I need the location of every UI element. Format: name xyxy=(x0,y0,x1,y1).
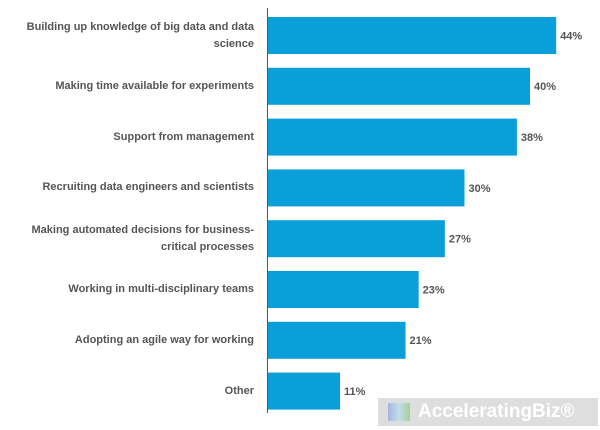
category-label: Adopting an agile way for working xyxy=(74,333,254,346)
bar xyxy=(268,321,406,359)
watermark-text: AcceleratingBiz® xyxy=(418,401,575,422)
category-label: Recruiting data engineers and scientists xyxy=(42,181,254,194)
category-label: Support from management xyxy=(113,130,254,143)
category-label: Making time available for experiments xyxy=(55,79,254,92)
value-label: 11% xyxy=(344,386,366,398)
bar xyxy=(268,220,445,258)
bar xyxy=(268,271,419,308)
bar xyxy=(268,118,517,156)
value-label: 21% xyxy=(410,335,432,347)
bar xyxy=(268,17,557,54)
value-label: 27% xyxy=(449,234,471,246)
category-label: Working in multi-disciplinary teams xyxy=(68,283,254,295)
bar xyxy=(268,372,341,410)
bar xyxy=(268,169,465,207)
category-label: Making automated decisions for business-… xyxy=(31,223,255,253)
bar xyxy=(268,67,530,105)
category-label: Other xyxy=(224,384,254,397)
value-label: 40% xyxy=(534,81,556,93)
watermark: AcceleratingBiz® xyxy=(378,398,598,426)
value-label: 30% xyxy=(469,183,491,195)
category-label: Building up knowledge of big data and da… xyxy=(26,20,254,50)
value-label: 23% xyxy=(423,284,445,296)
value-label: 38% xyxy=(521,132,543,144)
watermark-icon xyxy=(388,403,410,421)
value-label: 44% xyxy=(560,30,582,42)
